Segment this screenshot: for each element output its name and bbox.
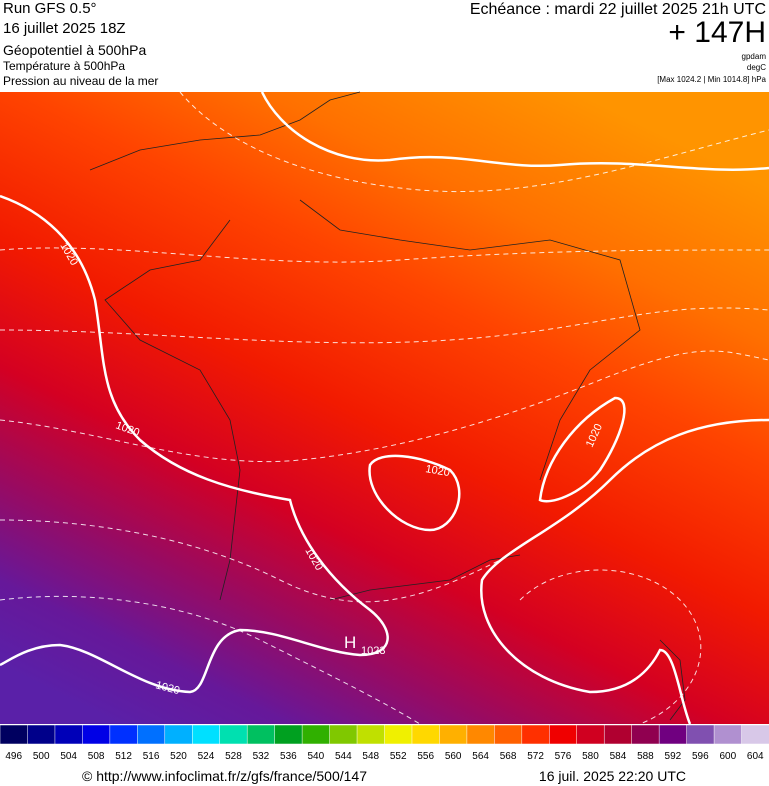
color-cell <box>219 724 248 745</box>
map: 1020 1020 1020 1020 1020 1020 H 1023 <box>0 91 769 725</box>
run-date: 16 juillet 2025 18Z <box>3 20 126 37</box>
color-cell <box>164 724 194 745</box>
scale-label: 568 <box>500 751 517 762</box>
scale-label: 560 <box>445 751 462 762</box>
color-cell <box>246 724 276 745</box>
color-cell <box>576 724 605 745</box>
scale-label: 564 <box>472 751 489 762</box>
timestamp: 16 juil. 2025 22:20 UTC <box>539 768 686 784</box>
field-3: Pression au niveau de la mer <box>3 74 158 88</box>
scale-label: 520 <box>170 751 187 762</box>
scale-label: 500 <box>33 751 50 762</box>
color-cell <box>631 724 660 745</box>
scale-label: 584 <box>610 751 627 762</box>
scale-label: 516 <box>143 751 160 762</box>
color-cell <box>329 724 358 745</box>
scale-label: 600 <box>719 751 736 762</box>
coastlines <box>89 91 686 721</box>
scale-label: 532 <box>253 751 270 762</box>
scale-label: 504 <box>60 751 77 762</box>
scale-label: 536 <box>280 751 297 762</box>
field-2: Température à 500hPa <box>3 59 125 73</box>
field-1: Géopotentiel à 500hPa <box>3 42 146 58</box>
color-cell <box>549 724 578 745</box>
scale-label: 544 <box>335 751 352 762</box>
scale-label: 576 <box>555 751 572 762</box>
color-cell <box>192 724 221 745</box>
color-cell <box>466 724 496 745</box>
scale-label: 524 <box>198 751 215 762</box>
scale-label: 548 <box>362 751 379 762</box>
color-cell <box>686 724 715 745</box>
scale-label: 540 <box>307 751 324 762</box>
scale-label: 604 <box>747 751 764 762</box>
run: Run GFS 0.5° <box>3 0 97 17</box>
color-cell <box>301 724 331 745</box>
solid-contours <box>0 91 769 725</box>
color-cell <box>82 724 111 745</box>
pressure-range: [Max 1024.2 | Min 1014.8] hPa <box>657 75 766 84</box>
scale-label: 596 <box>692 751 709 762</box>
color-cell <box>494 724 523 745</box>
high-pressure-letter: H <box>344 633 356 652</box>
scale-label: 572 <box>527 751 544 762</box>
color-cell <box>658 724 688 745</box>
color-cell <box>356 724 386 745</box>
contour-label: 1020 <box>424 463 450 479</box>
color-cell <box>137 724 166 745</box>
color-cell <box>411 724 441 745</box>
scale-label: 552 <box>390 751 407 762</box>
unit-2: degC <box>747 63 766 72</box>
lead-time: + 147H <box>668 16 766 49</box>
color-cell <box>54 724 84 745</box>
scale-label: 580 <box>582 751 599 762</box>
color-cell <box>741 724 769 745</box>
high-pressure-value: 1023 <box>361 645 385 657</box>
scale-label: 528 <box>225 751 242 762</box>
scale-label: 512 <box>115 751 132 762</box>
color-cell <box>384 724 413 745</box>
echeance: Echéance : mardi 22 juillet 2025 21h UTC <box>470 1 766 18</box>
color-cell <box>713 724 743 745</box>
color-cell <box>603 724 633 745</box>
scale-label: 588 <box>637 751 654 762</box>
color-cell <box>521 724 551 745</box>
scale-label: 496 <box>5 751 22 762</box>
color-scale: 496 500 504 508 512 516 520 524 528 532 536 540 544 5… <box>0 724 769 762</box>
color-cell <box>109 724 139 745</box>
color-cell <box>27 724 56 745</box>
dashed-contours <box>0 91 769 725</box>
color-cell <box>439 724 468 745</box>
color-cell <box>0 724 29 745</box>
scale-label: 508 <box>88 751 105 762</box>
scale-label: 556 <box>417 751 434 762</box>
map-background <box>0 92 769 724</box>
color-cell <box>274 724 303 745</box>
source-url: © http://www.infoclimat.fr/z/gfs/france/… <box>82 768 367 784</box>
unit-1: gpdam <box>742 52 767 61</box>
scale-label: 592 <box>665 751 682 762</box>
